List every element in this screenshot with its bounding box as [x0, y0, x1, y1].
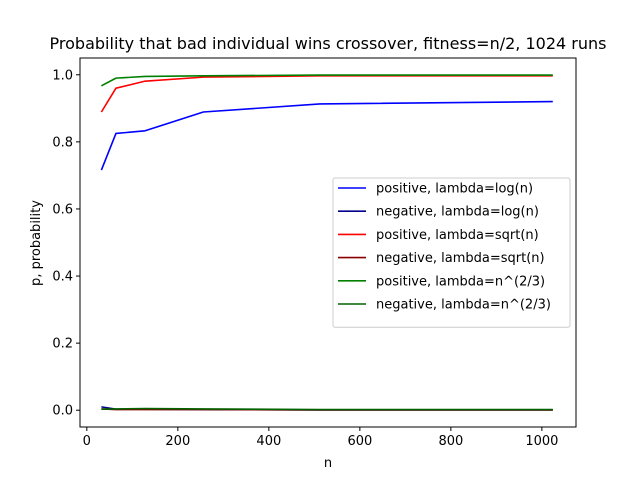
- y-tick-label: 0.8: [52, 135, 73, 150]
- legend: positive, lambda=log(n) negative, lambda=…: [332, 177, 571, 328]
- legend-label-0: positive, lambda=log(n): [376, 182, 533, 197]
- legend-label-2: positive, lambda=sqrt(n): [376, 228, 539, 243]
- x-tick-label: 800: [438, 434, 463, 449]
- y-tick-label: 0.4: [52, 270, 73, 285]
- plot-area: [79, 57, 577, 428]
- y-axis-label: p, probability: [29, 200, 44, 286]
- series-line-4: [101, 74, 553, 87]
- legend-label-5: negative, lambda=n^(2/3): [376, 298, 551, 313]
- x-axis: 0 200 400 600 800 1000: [83, 427, 558, 449]
- legend-label-1: negative, lambda=log(n): [376, 205, 539, 220]
- series-line-5: [101, 407, 553, 411]
- x-tick-label: 200: [165, 434, 190, 449]
- series-line-2: [100, 74, 553, 113]
- x-tick-label: 400: [256, 434, 281, 449]
- x-tick-label: 600: [347, 434, 372, 449]
- x-tick-label: 0: [83, 434, 91, 449]
- y-tick-label: 1.0: [52, 68, 73, 83]
- y-axis: 0.0 0.2 0.4 0.6 0.8 1.0: [52, 68, 80, 419]
- y-tick-label: 0.6: [52, 202, 73, 217]
- series-line-0: [100, 100, 553, 171]
- x-axis-label: n: [324, 456, 332, 471]
- legend-box: [332, 177, 571, 328]
- y-tick-label: 0.0: [52, 404, 73, 419]
- legend-label-4: positive, lambda=n^(2/3): [376, 274, 545, 289]
- series-group: [100, 74, 553, 411]
- legend-label-3: negative, lambda=sqrt(n): [376, 251, 545, 266]
- y-tick-label: 0.2: [52, 337, 73, 352]
- chart-title: Probability that bad individual wins cro…: [50, 34, 607, 53]
- x-tick-label: 1000: [525, 434, 558, 449]
